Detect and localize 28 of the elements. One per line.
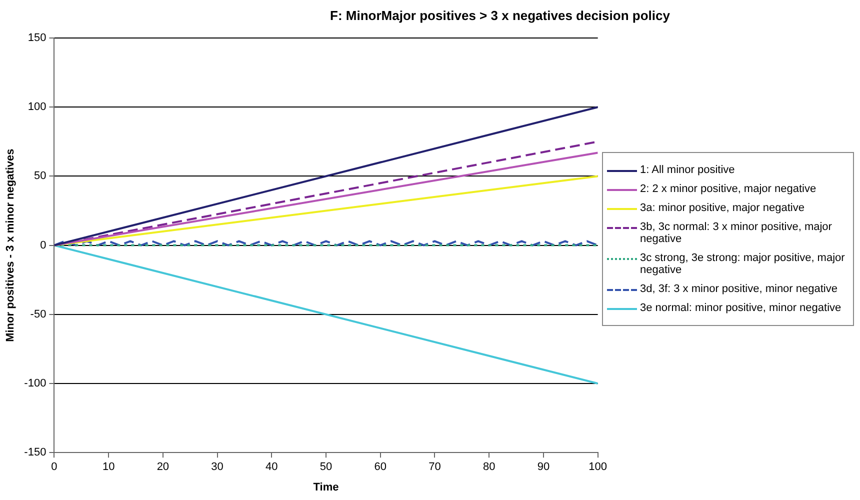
legend-label: 1: All minor positive — [640, 164, 735, 176]
x-tick-label: 20 — [156, 461, 170, 474]
y-tick-label: -50 — [30, 308, 46, 320]
x-tick-label: 60 — [374, 461, 387, 474]
y-tick-label: 0 — [40, 239, 46, 252]
legend-label: 3d, 3f: 3 x minor positive, minor negative — [640, 283, 838, 295]
x-tick-label: 0 — [51, 461, 58, 474]
legend-label: 3b, 3c normal: 3 x minor positive, major negative — [640, 221, 833, 245]
y-axis-title: Minor positives - 3 x minor negatives — [4, 148, 17, 342]
x-tick-label: 80 — [482, 461, 496, 474]
y-tick-label: 100 — [28, 101, 46, 114]
y-tick-label: -150 — [24, 446, 46, 459]
x-tick-label: 100 — [588, 461, 608, 474]
chart-title: F: MinorMajor positives > 3 x negatives decision policy — [329, 8, 671, 23]
x-tick-label: 70 — [428, 461, 441, 474]
x-tick-label: 30 — [211, 461, 224, 474]
legend-label: 2: 2 x minor positive, major negative — [640, 183, 816, 195]
y-tick-label: 150 — [28, 32, 46, 44]
x-tick-label: 50 — [320, 461, 332, 474]
x-tick-label: 40 — [266, 461, 278, 474]
legend-label: 3e normal: minor positive, minor negative — [640, 302, 842, 314]
legend-label: 3a: minor positive, major negative — [640, 202, 804, 214]
y-tick-label: 50 — [34, 170, 46, 182]
x-tick-label: 10 — [102, 461, 115, 474]
legend-label: 3c strong, 3e strong: major positive, major negative — [640, 252, 846, 276]
x-axis-title: Time — [313, 481, 339, 494]
y-tick-label: -100 — [24, 378, 46, 390]
x-tick-label: 90 — [537, 461, 550, 474]
